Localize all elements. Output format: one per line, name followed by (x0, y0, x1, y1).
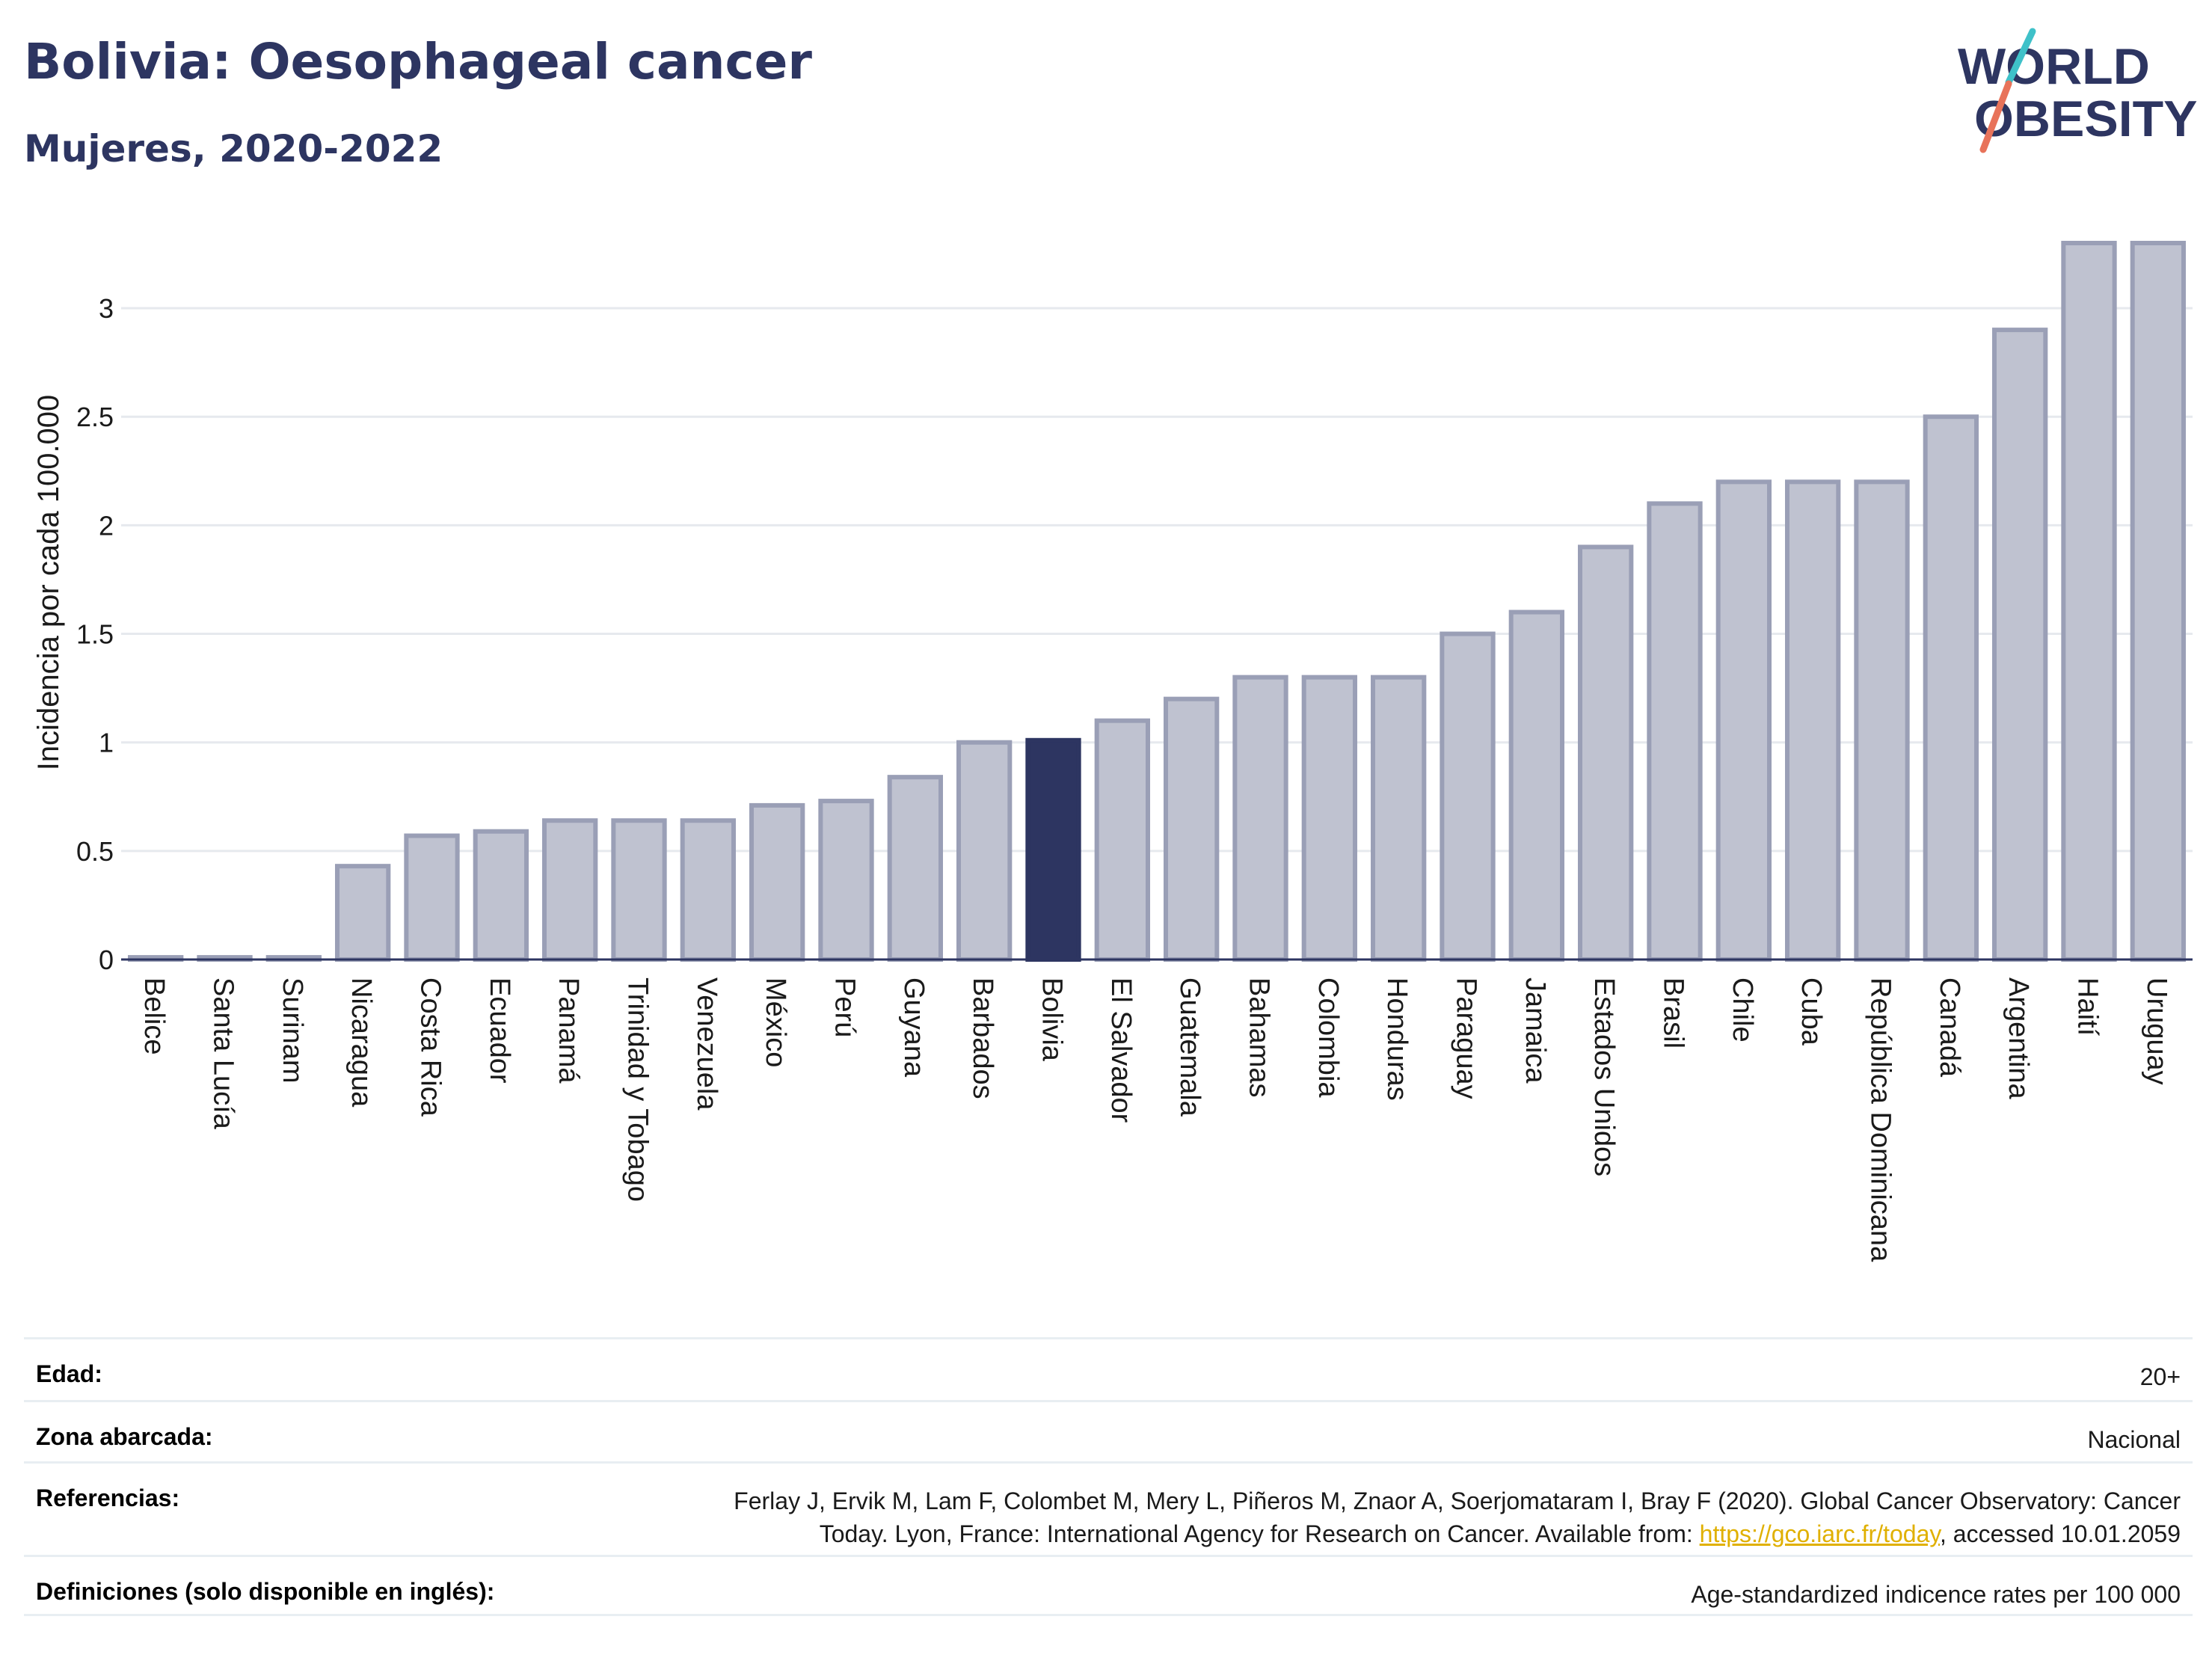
x-tick-label: República Dominicana (1865, 977, 1896, 1262)
bar-highlight (1025, 737, 1081, 962)
referencias-line-1: Ferlay J, Ervik M, Lam F, Colombet M, Me… (734, 1487, 2181, 1514)
bar (1164, 696, 1220, 962)
bar (1785, 479, 1841, 962)
x-tick-label: El Salvador (1105, 977, 1137, 1123)
bar (1715, 479, 1772, 962)
x-tick-label: Surinam (277, 977, 308, 1084)
x-tick-label: Panamá (553, 977, 584, 1084)
chart-subtitle: Mujeres, 2020-2022 (24, 127, 443, 171)
x-tick-label: México (760, 977, 791, 1067)
y-tick-label: 2 (99, 510, 114, 541)
bar (335, 864, 391, 962)
bar (1647, 501, 1703, 962)
x-tick-label: Estados Unidos (1588, 977, 1620, 1176)
x-tick-label: Bolivia (1036, 977, 1068, 1062)
y-tick-label: 0 (99, 945, 114, 975)
x-tick-label: Colombia (1312, 977, 1344, 1098)
x-tick-label: Canadá (1934, 977, 1965, 1078)
referencias-link[interactable]: https://gco.iarc.fr/today (1699, 1520, 1940, 1547)
x-tick-label: Bahamas (1244, 977, 1275, 1098)
definiciones-label: Definiciones (solo disponible en inglés)… (36, 1578, 495, 1605)
bar (1992, 328, 2048, 962)
y-tick-label: 3 (99, 293, 114, 324)
logo-line-1: WORLD (1958, 38, 2150, 95)
referencias-label: Referencias: (36, 1484, 180, 1511)
edad-label: Edad: (36, 1360, 102, 1387)
logo-line-2: OBESITY (1974, 90, 2198, 147)
bar (611, 818, 667, 962)
meta-row-definiciones: Definiciones (solo disponible en inglés)… (24, 1555, 2193, 1616)
x-tick-label: Haití (2072, 977, 2104, 1037)
bar (1923, 414, 1979, 962)
meta-row-zona: Zona abarcada: Nacional (24, 1400, 2193, 1461)
bar-chart: 0 0.5 1 1.5 2 2.5 3 Belice Santa Lucía Surinam Ni… (32, 241, 2193, 1262)
bar (473, 829, 529, 962)
x-tick-label: Uruguay (2141, 977, 2172, 1085)
x-tick-label: Chile (1727, 977, 1758, 1043)
x-tick-label: Perú (829, 977, 861, 1037)
x-tick-label: Belice (138, 977, 170, 1055)
bar (1440, 631, 1496, 962)
x-tick-label: Argentina (2003, 977, 2034, 1100)
bar (1854, 479, 1910, 962)
y-axis-label: Incidencia por cada 100.000 (32, 395, 65, 771)
x-tick-label: Nicaragua (345, 977, 377, 1108)
x-tick-label: Santa Lucía (208, 977, 239, 1130)
y-axis-ticks: 0 0.5 1 1.5 2 2.5 3 (76, 293, 114, 975)
zona-value: Nacional (2087, 1426, 2181, 1453)
x-tick-label: Honduras (1381, 977, 1413, 1101)
x-tick-label: Cuba (1795, 977, 1827, 1046)
zona-label: Zona abarcada: (36, 1423, 213, 1450)
y-tick-label: 1 (99, 728, 114, 758)
bar (1094, 718, 1150, 962)
bar (887, 775, 943, 962)
bar (680, 818, 736, 962)
x-tick-label: Venezuela (691, 977, 722, 1111)
logo-slash-coral (1979, 80, 2012, 153)
bars (128, 241, 2186, 962)
edad-value: 20+ (2139, 1363, 2181, 1390)
bar (818, 799, 874, 962)
x-axis-labels: Belice Santa Lucía Surinam Nicaragua Costa R… (138, 977, 2172, 1262)
x-tick-label: Guyana (898, 977, 930, 1078)
bar (1301, 675, 1357, 962)
bar (2061, 241, 2117, 962)
metadata-table: Edad: 20+ Zona abarcada: Nacional Refere… (24, 1337, 2193, 1616)
bar (1371, 675, 1427, 962)
y-tick-label: 1.5 (76, 619, 114, 650)
bar (2130, 241, 2186, 962)
meta-row-referencias: Referencias: Ferlay J, Ervik M, Lam F, C… (24, 1461, 2193, 1555)
x-tick-label: Jamaica (1520, 977, 1551, 1084)
bar (1232, 675, 1288, 962)
x-tick-label: Brasil (1658, 977, 1689, 1048)
bar (956, 740, 1013, 962)
y-tick-label: 0.5 (76, 836, 114, 867)
chart-title: Bolivia: Oesophageal cancer (24, 33, 812, 90)
bar (542, 818, 598, 962)
bar (749, 802, 805, 962)
x-tick-label: Guatemala (1174, 977, 1205, 1117)
meta-row-edad: Edad: 20+ (24, 1337, 2193, 1400)
bar (1578, 544, 1634, 962)
x-tick-label: Barbados (967, 977, 998, 1099)
x-tick-label: Costa Rica (415, 977, 446, 1117)
x-tick-label: Ecuador (484, 977, 515, 1084)
definiciones-value: Age-standardized indicence rates per 100… (1691, 1581, 2181, 1608)
referencias-line-2-suffix: , accessed 10.01.2059 (1939, 1520, 2181, 1547)
x-tick-label: Trinidad y Tobago (622, 977, 654, 1202)
referencias-value: Ferlay J, Ervik M, Lam F, Colombet M, Me… (734, 1484, 2181, 1550)
grid-lines (121, 307, 2193, 853)
logo-slash-teal (2005, 28, 2036, 86)
y-tick-label: 2.5 (76, 402, 114, 432)
x-tick-label: Paraguay (1451, 977, 1482, 1099)
referencias-line-2-prefix: Today. Lyon, France: International Agenc… (819, 1520, 1700, 1547)
bar (404, 833, 460, 962)
bar (1508, 610, 1564, 962)
world-obesity-logo: WORLD OBESITY (1958, 28, 2198, 153)
